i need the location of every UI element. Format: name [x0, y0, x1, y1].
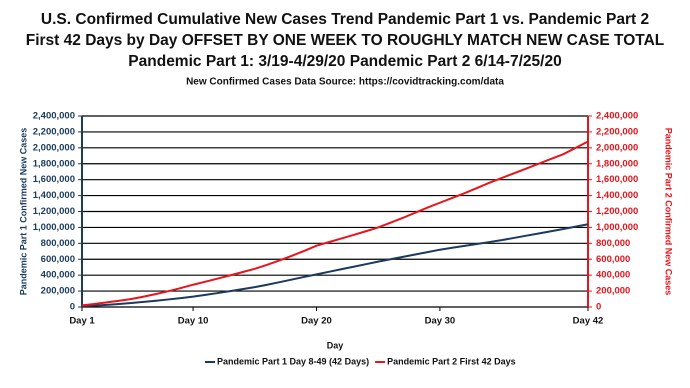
y2-tick-label: 1,000,000	[596, 222, 638, 233]
y-tick-label: 200,000	[41, 286, 75, 297]
y-tick-label: 2,400,000	[33, 111, 75, 122]
chart-title: First 42 Days by Day OFFSET BY ONE WEEK …	[26, 32, 664, 49]
x-axis-title: Day	[327, 340, 344, 350]
y2-tick-label: 1,600,000	[596, 174, 638, 185]
y-tick-label: 2,000,000	[33, 142, 75, 153]
legend-label: Pandemic Part 2 First 42 Days	[387, 356, 516, 366]
legend-label: Pandemic Part 1 Day 8-49 (42 Days)	[217, 356, 369, 366]
y-tick-label: 2,200,000	[33, 126, 75, 137]
x-tick-label: Day 1	[69, 316, 95, 327]
chart-title: U.S. Confirmed Cumulative New Cases Tren…	[41, 11, 649, 28]
y2-tick-label: 600,000	[596, 254, 630, 265]
y2-axis-title: Pandemic Part 2 Confirmed New Cases	[664, 128, 674, 296]
y2-tick-label: 2,400,000	[596, 111, 638, 122]
y2-tick-label: 200,000	[596, 286, 630, 297]
series-line	[81, 140, 589, 307]
y-tick-label: 800,000	[41, 238, 75, 249]
y2-tick-label: 1,200,000	[596, 206, 638, 217]
y2-tick-label: 800,000	[596, 238, 630, 249]
y2-tick-label: 1,400,000	[596, 190, 638, 201]
y-tick-label: 400,000	[41, 270, 75, 281]
y-tick-label: 1,000,000	[33, 222, 75, 233]
y-tick-label: 1,400,000	[33, 190, 75, 201]
y-tick-label: 1,200,000	[33, 206, 75, 217]
y-tick-label: 600,000	[41, 254, 75, 265]
y2-tick-label: 2,200,000	[596, 126, 638, 137]
y2-tick-label: 0	[596, 302, 601, 313]
y2-tick-label: 1,800,000	[596, 158, 638, 169]
y2-tick-label: 400,000	[596, 270, 630, 281]
y-axis-title: Pandemic Part 1 Confirmed New Cases	[18, 128, 28, 296]
y-tick-label: 1,600,000	[33, 174, 75, 185]
x-tick-label: Day 10	[178, 316, 209, 327]
y-tick-label: 1,800,000	[33, 158, 75, 169]
x-tick-label: Day 42	[573, 316, 604, 327]
subtitle: New Confirmed Cases Data Source: https:/…	[186, 77, 504, 88]
y-tick-label: 0	[70, 302, 75, 313]
chart-title: Pandemic Part 1: 3/19-4/29/20 Pandemic P…	[128, 53, 561, 70]
series-line	[81, 223, 589, 308]
y2-tick-label: 2,000,000	[596, 142, 638, 153]
x-tick-label: Day 30	[425, 316, 456, 327]
x-tick-label: Day 20	[301, 316, 332, 327]
